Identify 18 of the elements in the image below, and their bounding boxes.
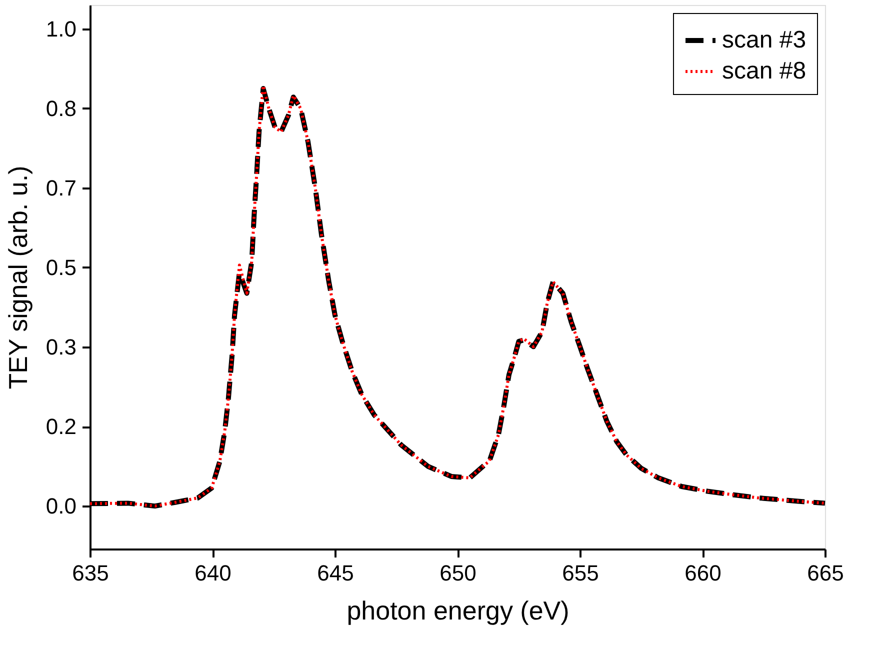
legend-label: scan #8 [722,58,806,84]
y-tick-label: 0.0 [46,494,76,519]
x-tick-label: 640 [194,560,232,586]
x-tick-label: 655 [562,560,599,586]
x-tick-label: 635 [72,560,109,586]
x-tick-label: 660 [684,560,722,586]
x-tick-label: 665 [807,560,844,586]
legend-label: scan #3 [722,26,806,54]
x-tick-label: 645 [317,560,354,586]
y-tick-label: 1.0 [46,16,76,42]
y-tick-label: 0.7 [46,175,76,200]
y-tick-label: 0.3 [46,334,76,360]
x-tick-label: 650 [440,560,476,586]
y-tick-label: 0.8 [46,96,76,121]
x-axis-title: photon energy (eV) [346,596,570,626]
y-tick-label: 0.5 [46,254,76,280]
y-tick-label: 0.2 [46,414,76,440]
y-axis-title: TEY signal (arb. u.) [2,166,33,390]
